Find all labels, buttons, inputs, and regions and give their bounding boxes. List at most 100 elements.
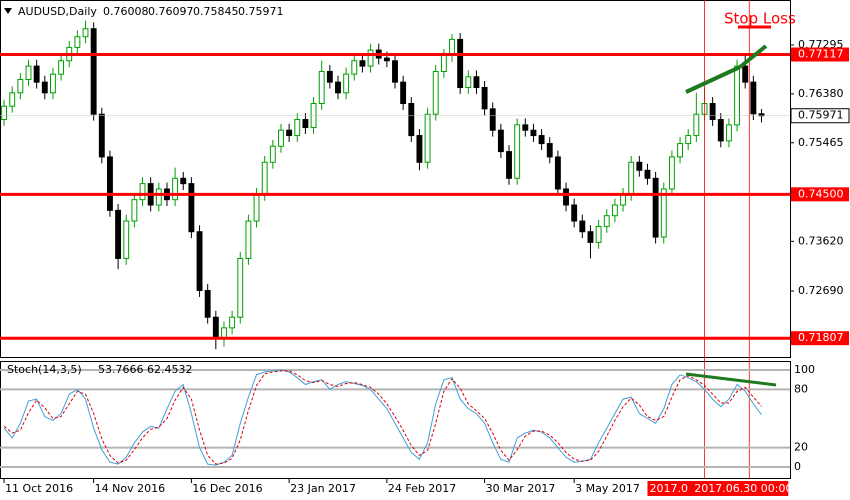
level-tag <box>791 47 849 62</box>
trend-line <box>685 372 777 387</box>
menu-arrow <box>4 8 12 14</box>
candle-body <box>302 119 309 129</box>
candle-body <box>546 143 553 158</box>
stoch-panel <box>0 361 791 479</box>
candle-body <box>172 177 179 201</box>
level-tag <box>791 187 849 202</box>
candle-body <box>563 188 569 206</box>
candle-body <box>644 169 651 179</box>
candle-body <box>326 70 333 83</box>
candle-body <box>33 65 40 83</box>
price-panel <box>0 0 791 358</box>
candle-body <box>611 204 618 217</box>
candle-body <box>725 124 732 142</box>
x-tick-label: 14 Nov 2016 <box>95 482 165 495</box>
candle-body <box>587 231 594 243</box>
candle-body <box>123 220 130 259</box>
candle-body <box>432 70 439 115</box>
candle-body <box>1 105 8 121</box>
candle-body <box>489 108 496 131</box>
candle-body <box>204 289 211 318</box>
stoch-k: 53.7666 <box>98 363 144 376</box>
y-tick-label: 0.75465 <box>798 136 844 149</box>
candle-body <box>506 151 512 179</box>
candle-body <box>343 73 350 94</box>
candle-body <box>335 81 341 94</box>
candle-body <box>196 231 203 291</box>
candle-body <box>717 119 724 142</box>
candle-body <box>677 143 683 158</box>
x-tick-label: 16 Dec 2016 <box>192 482 262 495</box>
x-tick-label: 24 Feb 2017 <box>388 482 456 495</box>
low: 0.75845 <box>193 5 239 18</box>
candle-body <box>595 225 602 243</box>
candle-body <box>652 177 659 238</box>
y-tick-label: 80 <box>794 382 808 395</box>
candle-body <box>481 86 488 110</box>
candle-body <box>367 49 374 67</box>
y-tick-label: 0.76380 <box>798 87 844 100</box>
candle-body <box>571 204 578 222</box>
stoch-d: 62.4532 <box>147 363 193 376</box>
candle-body <box>554 156 561 190</box>
candle-body <box>497 129 504 153</box>
x-tick-label: 3 May 2017 <box>575 482 640 495</box>
y-tick-label: 100 <box>794 363 815 376</box>
stoch-line <box>3 369 762 466</box>
candle-body <box>457 38 464 88</box>
candle-body <box>400 81 407 105</box>
candle-body <box>294 119 301 137</box>
candle-body <box>180 177 187 185</box>
candle-body <box>269 145 276 163</box>
candle-body <box>188 183 195 233</box>
candle-body <box>139 183 146 201</box>
y-tick-label: 0.72690 <box>798 284 844 297</box>
candle-body <box>473 76 480 88</box>
candle-body <box>392 60 398 83</box>
candle-body <box>261 161 268 195</box>
level-label: 0.71807 <box>798 331 844 344</box>
candle-body <box>522 124 529 131</box>
candle-body <box>742 65 749 83</box>
price-label: 0.75971 <box>798 109 844 122</box>
candle-body <box>131 199 138 222</box>
vline-label: 2017.06.30 00:00 <box>694 482 792 495</box>
level-label: 0.74500 <box>798 187 844 200</box>
candle-body <box>245 220 252 259</box>
trend-line <box>738 44 768 69</box>
candle-body <box>668 156 675 190</box>
candle-body <box>229 316 236 329</box>
candle-body <box>98 113 105 158</box>
candle-body <box>538 135 545 145</box>
candle-body <box>351 60 358 75</box>
candle-body <box>660 188 667 238</box>
candle-body <box>286 129 293 137</box>
y-tick-label: 20 <box>794 441 808 454</box>
candle-body <box>237 257 244 318</box>
trend-line <box>685 65 741 94</box>
candle-body <box>424 113 431 163</box>
level-tag <box>791 331 849 346</box>
candle-body <box>318 70 325 105</box>
x-tick-label: 30 Mar 2017 <box>486 482 556 495</box>
candle-body <box>636 161 643 171</box>
vline-label: 2017.0 <box>649 482 688 495</box>
candle-body <box>359 60 366 67</box>
stoch-line <box>3 370 762 465</box>
candle-body <box>530 129 537 137</box>
stoch-title: Stoch(14,3,5) <box>7 363 82 376</box>
candle-body <box>579 220 586 233</box>
candle-body <box>115 209 122 259</box>
y-tick-label: 0.73620 <box>798 234 844 247</box>
level-label: 0.77117 <box>798 48 844 61</box>
open: 0.76008 <box>103 5 149 18</box>
candle-body <box>628 161 635 195</box>
candle-body <box>82 28 89 38</box>
candle-body <box>465 76 472 88</box>
candle-body <box>107 156 113 211</box>
candle-body <box>514 124 521 179</box>
candle-body <box>408 103 415 137</box>
candle-body <box>620 193 626 206</box>
